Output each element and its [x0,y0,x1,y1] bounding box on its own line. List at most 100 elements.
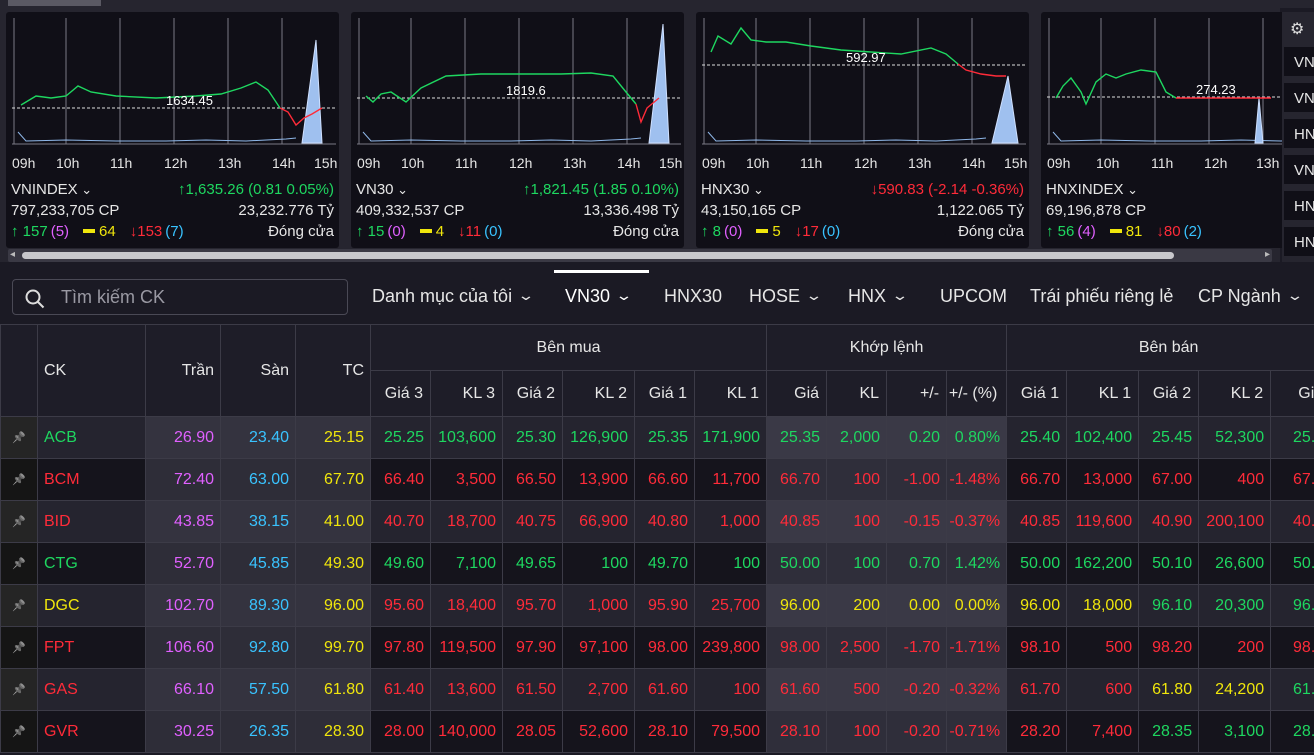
table-row[interactable]: 📌 DGC 102.70 89.30 96.00 95.60 18,400 95.70 1,00… [0,584,1314,627]
gear-icon[interactable]: ⚙ [1290,21,1305,38]
scrollbar-thumb[interactable] [22,252,1174,259]
time-label: 13h [908,155,932,171]
cell: 100 [826,500,888,543]
index-name[interactable]: HNXINDEX ⌄ [1046,181,1138,198]
pin-icon[interactable]: 📌 [0,584,38,627]
tab-danh-mục-của-tôi[interactable]: Danh mục của tôi ⌄ [372,286,535,307]
time-label: 14h [962,155,986,171]
chevron-down-icon[interactable]: ⌄ [393,182,409,197]
symbol-cell[interactable]: BCM [37,458,146,501]
sidebar-index-item[interactable]: HN [1284,226,1314,256]
chart-time-axis: 09h 10h 11h 12h 13h 14h 15h [696,155,1029,171]
pin-icon[interactable]: 📌 [0,668,38,711]
scroll-right-icon[interactable]: ▸ [1264,249,1270,260]
horizontal-scrollbar[interactable]: ◂ ▸ [8,249,1272,262]
tab-trái-phiếu-riêng-lẻ[interactable]: Trái phiếu riêng lẻ [1030,286,1173,307]
sidebar-index-item[interactable]: HN [1284,118,1314,148]
index-chart[interactable]: 1819.6 [351,12,684,152]
sidebar-index-item[interactable]: VN [1284,82,1314,112]
symbol-cell[interactable]: GAS [37,668,146,711]
index-card-vnindex[interactable]: 1634.45 09h 10h 11h 12h 13h 14h 15h VNINDEX ⌄ ↑1,… [6,12,339,248]
time-label: 15h [314,155,338,171]
pin-icon[interactable]: 📌 [0,710,38,753]
index-name[interactable]: VN30 ⌄ [356,181,408,198]
tab-hnx30[interactable]: HNX30 [664,286,722,307]
unchanged-icon [756,229,769,234]
floor-count: (7) [165,223,184,240]
ck-header[interactable]: CK [37,324,146,417]
table-row[interactable]: 📌 GVR 30.25 26.35 28.30 28.00 140,000 28.05 52,6… [0,710,1314,753]
unchanged-count: 5 [772,223,781,240]
symbol-cell[interactable]: FPT [37,626,146,669]
index-chart[interactable]: 1634.45 [6,12,339,152]
table-row[interactable]: 📌 BID 43.85 38.15 41.00 40.70 18,700 40.75 66,90… [0,500,1314,543]
sidebar-index-item[interactable]: VN [1284,46,1314,76]
cell: 7,100 [430,542,503,585]
table-row[interactable]: 📌 BCM 72.40 63.00 67.70 66.40 3,500 66.50 13,900… [0,458,1314,501]
decliners-count: 80 [1163,223,1181,240]
tab-upcom[interactable]: UPCOM [940,286,1007,307]
symbol-cell[interactable]: CTG [37,542,146,585]
chevron-down-icon[interactable]: ⌄ [1285,287,1304,303]
tab-hose[interactable]: HOSE ⌄ [749,286,823,307]
index-value: ↑1,821.45 (1.85 0.10%) [523,181,679,198]
top-tab[interactable] [8,0,101,6]
tab-hnx[interactable]: HNX ⌄ [848,286,909,307]
index-card-vn30[interactable]: 1819.6 09h 10h 11h 12h 13h 14h 15h VN30 ⌄ ↑1,821.… [351,12,684,248]
index-card-hnx30[interactable]: 592.97 09h 10h 11h 12h 13h 14h 15h HNX30 ⌄ ↓590.8… [696,12,1029,248]
reference-value: 1819.6 [506,83,546,98]
table-row[interactable]: 📌 GAS 66.10 57.50 61.80 61.40 13,600 61.50 2,700… [0,668,1314,711]
cell: 0.00 [886,584,948,627]
advancers: ↑ 15 [356,223,384,240]
pin-icon[interactable]: 📌 [0,416,38,459]
pin-icon[interactable]: 📌 [0,500,38,543]
symbol-cell[interactable]: DGC [37,584,146,627]
unchanged: 5 [756,223,781,240]
chevron-down-icon[interactable]: ⌄ [749,182,764,197]
cell: 100 [562,542,635,585]
chevron-down-icon[interactable]: ⌄ [615,287,633,303]
cell: 13,900 [562,458,635,501]
index-value: ↑1,635.26 (0.81 0.05%) [178,181,334,198]
index-name[interactable]: VNINDEX ⌄ [11,181,92,198]
cell: 102,400 [1066,416,1140,459]
scroll-left-icon[interactable]: ◂ [10,249,16,260]
symbol-cell[interactable]: GVR [37,710,146,753]
cell: 25.45 [1138,416,1200,459]
chevron-down-icon[interactable]: ⌄ [805,287,823,303]
symbol-cell[interactable]: BID [37,500,146,543]
pin-icon[interactable]: 📌 [0,542,38,585]
table-row[interactable]: 📌 CTG 52.70 45.85 49.30 49.60 7,100 49.65 100 49.… [0,542,1314,585]
cell: 25.25 [370,416,431,459]
reference-price: 61.80 [295,668,371,711]
time-label: 11h [455,155,478,171]
index-summary: VN30 ⌄ ↑1,821.45 (1.85 0.10%) [356,181,679,201]
cell: 61.60 [766,668,828,711]
index-amount: 23,232.776 Tỷ [238,202,334,219]
index-chart[interactable]: 274.23 [1041,12,1314,152]
ceiling-count: (0) [387,223,406,240]
cell: 49.65 [502,542,563,585]
index-chart[interactable]: 592.97 [696,12,1029,152]
sidebar-index-item[interactable]: HN [1284,190,1314,220]
table-row[interactable]: 📌 ACB 26.90 23.40 25.15 25.25 103,600 25.30 126,… [0,416,1314,459]
decliners: ↓153 [130,223,163,240]
pin-icon[interactable]: 📌 [0,458,38,501]
sidebar-index-item[interactable]: VN [1284,154,1314,184]
cell: 28.10 [634,710,695,753]
tab-vn30[interactable]: VN30 ⌄ [565,286,633,307]
index-name[interactable]: HNX30 ⌄ [701,181,764,198]
search-input[interactable] [61,286,331,308]
symbol-cell[interactable]: ACB [37,416,146,459]
chevron-down-icon[interactable]: ⌄ [77,182,93,197]
tab-cp-ngành[interactable]: CP Ngành ⌄ [1198,286,1303,307]
chevron-down-icon[interactable]: ⌄ [891,287,909,303]
index-card-hnxindex[interactable]: 274.23 09h 10h 11h 12h 13h HNXINDEX ⌄↓273.01 (… [1041,12,1314,248]
chevron-down-icon[interactable]: ⌄ [1123,182,1139,197]
pin-icon[interactable]: 📌 [0,626,38,669]
index-line-up [710,26,959,65]
search-box[interactable] [12,279,348,315]
floor-count: (0) [821,223,841,240]
chevron-down-icon[interactable]: ⌄ [517,287,535,303]
table-row[interactable]: 📌 FPT 106.60 92.80 99.70 97.80 119,500 97.90 97,… [0,626,1314,669]
